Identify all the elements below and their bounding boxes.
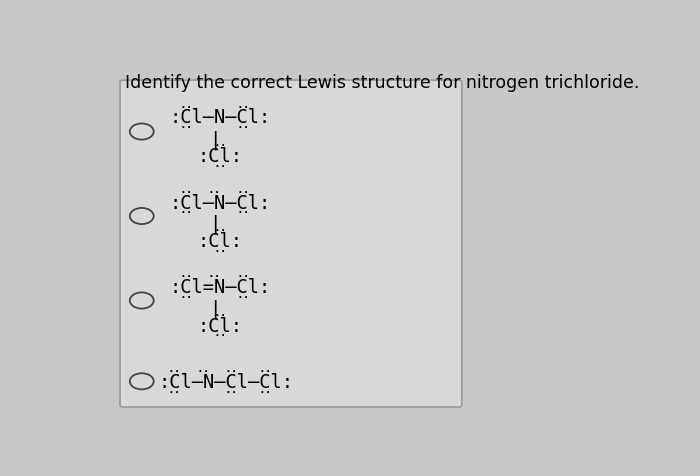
Text: ··: ··	[237, 188, 250, 198]
Text: ··: ··	[237, 123, 250, 133]
Text: ··: ··	[225, 387, 238, 397]
Text: ··: ··	[208, 272, 221, 282]
Text: ··: ··	[208, 188, 221, 198]
Text: |: |	[209, 130, 220, 149]
Text: Identify the correct Lewis structure for nitrogen trichloride.: Identify the correct Lewis structure for…	[125, 74, 640, 91]
Text: ··: ··	[237, 272, 250, 282]
Text: ··: ··	[179, 208, 193, 218]
Text: ··: ··	[196, 366, 210, 376]
Text: ··: ··	[214, 331, 228, 341]
Text: ··: ··	[214, 226, 228, 236]
FancyBboxPatch shape	[120, 81, 462, 407]
Text: ··: ··	[259, 366, 272, 376]
Text: ··: ··	[237, 102, 250, 112]
Text: ··: ··	[214, 310, 228, 320]
Text: :Cl:: :Cl:	[198, 316, 243, 335]
Text: ··: ··	[259, 387, 272, 397]
Text: ··: ··	[179, 272, 193, 282]
Text: ··: ··	[214, 247, 228, 257]
Text: ··: ··	[168, 366, 181, 376]
Text: ··: ··	[179, 292, 193, 302]
Text: :Cl–N–Cl:: :Cl–N–Cl:	[170, 193, 271, 212]
Text: ··: ··	[237, 208, 250, 218]
Text: ··: ··	[179, 123, 193, 133]
Text: ··: ··	[214, 161, 228, 171]
Text: :Cl–N–Cl–Cl:: :Cl–N–Cl–Cl:	[158, 372, 293, 391]
Text: ··: ··	[225, 366, 238, 376]
Text: :Cl:: :Cl:	[198, 147, 243, 166]
Text: ··: ··	[179, 188, 193, 198]
Text: ··: ··	[168, 387, 181, 397]
Text: |: |	[209, 298, 220, 318]
Text: ··: ··	[237, 292, 250, 302]
Text: :Cl–N–Cl:: :Cl–N–Cl:	[170, 108, 271, 127]
Text: ··: ··	[214, 141, 228, 151]
Text: :Cl:: :Cl:	[198, 232, 243, 250]
Text: ··: ··	[179, 102, 193, 112]
Text: |: |	[209, 214, 220, 234]
Text: :Cl=N–Cl:: :Cl=N–Cl:	[170, 278, 271, 297]
